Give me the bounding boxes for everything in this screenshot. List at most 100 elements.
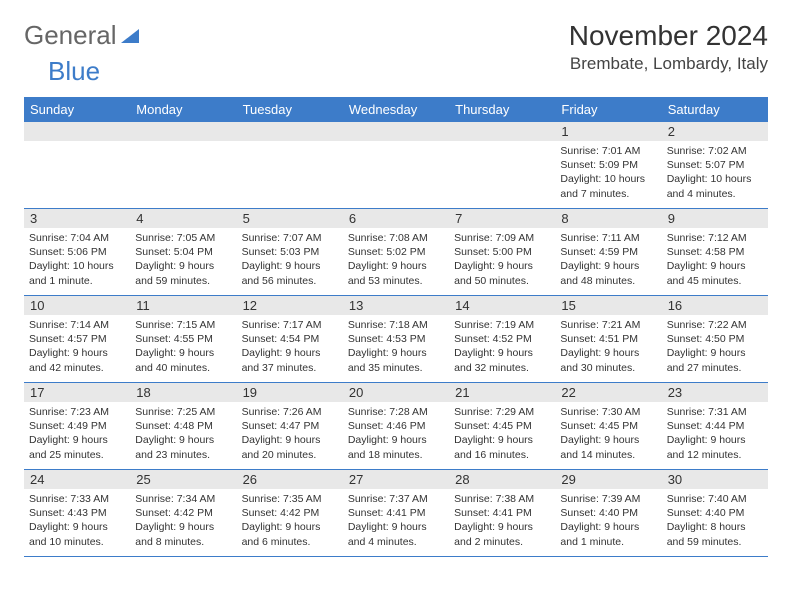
sunset-line: Sunset: 4:53 PM	[348, 332, 444, 346]
sunset-line: Sunset: 4:55 PM	[135, 332, 231, 346]
sunset-line: Sunset: 5:03 PM	[242, 245, 338, 259]
day-number: 24	[24, 470, 130, 489]
daylight-line: Daylight: 9 hours and 48 minutes.	[560, 259, 656, 287]
sunset-line: Sunset: 4:54 PM	[242, 332, 338, 346]
daylight-line: Daylight: 9 hours and 30 minutes.	[560, 346, 656, 374]
sunset-line: Sunset: 4:51 PM	[560, 332, 656, 346]
day-details: Sunrise: 7:09 AMSunset: 5:00 PMDaylight:…	[449, 228, 555, 291]
sunset-line: Sunset: 5:04 PM	[135, 245, 231, 259]
sunrise-line: Sunrise: 7:14 AM	[29, 318, 125, 332]
sunrise-line: Sunrise: 7:08 AM	[348, 231, 444, 245]
day-cell: 30Sunrise: 7:40 AMSunset: 4:40 PMDayligh…	[662, 470, 768, 556]
sunset-line: Sunset: 4:59 PM	[560, 245, 656, 259]
sunset-line: Sunset: 4:46 PM	[348, 419, 444, 433]
day-number: 1	[555, 122, 661, 141]
sunset-line: Sunset: 4:41 PM	[348, 506, 444, 520]
day-cell: 21Sunrise: 7:29 AMSunset: 4:45 PMDayligh…	[449, 383, 555, 469]
daylight-line: Daylight: 9 hours and 16 minutes.	[454, 433, 550, 461]
sunrise-line: Sunrise: 7:34 AM	[135, 492, 231, 506]
daylight-line: Daylight: 9 hours and 42 minutes.	[29, 346, 125, 374]
sunset-line: Sunset: 5:07 PM	[667, 158, 763, 172]
day-number: 9	[662, 209, 768, 228]
day-cell	[449, 122, 555, 208]
day-cell: 4Sunrise: 7:05 AMSunset: 5:04 PMDaylight…	[130, 209, 236, 295]
day-number: 28	[449, 470, 555, 489]
sunset-line: Sunset: 4:50 PM	[667, 332, 763, 346]
daylight-line: Daylight: 8 hours and 59 minutes.	[667, 520, 763, 548]
day-details: Sunrise: 7:33 AMSunset: 4:43 PMDaylight:…	[24, 489, 130, 552]
weekday-header: Monday	[130, 98, 236, 121]
day-details: Sunrise: 7:35 AMSunset: 4:42 PMDaylight:…	[237, 489, 343, 552]
sunset-line: Sunset: 4:40 PM	[667, 506, 763, 520]
sunrise-line: Sunrise: 7:21 AM	[560, 318, 656, 332]
daylight-line: Daylight: 9 hours and 45 minutes.	[667, 259, 763, 287]
sunrise-line: Sunrise: 7:26 AM	[242, 405, 338, 419]
sunrise-line: Sunrise: 7:29 AM	[454, 405, 550, 419]
calendar-week-row: 1Sunrise: 7:01 AMSunset: 5:09 PMDaylight…	[24, 121, 768, 208]
day-number: 15	[555, 296, 661, 315]
daylight-line: Daylight: 9 hours and 56 minutes.	[242, 259, 338, 287]
sunrise-line: Sunrise: 7:38 AM	[454, 492, 550, 506]
daylight-line: Daylight: 9 hours and 23 minutes.	[135, 433, 231, 461]
logo-text-2: Blue	[48, 56, 100, 86]
day-details: Sunrise: 7:28 AMSunset: 4:46 PMDaylight:…	[343, 402, 449, 465]
sunset-line: Sunset: 4:43 PM	[29, 506, 125, 520]
day-number: 13	[343, 296, 449, 315]
daylight-line: Daylight: 9 hours and 14 minutes.	[560, 433, 656, 461]
day-number	[343, 122, 449, 141]
day-cell: 15Sunrise: 7:21 AMSunset: 4:51 PMDayligh…	[555, 296, 661, 382]
day-details: Sunrise: 7:08 AMSunset: 5:02 PMDaylight:…	[343, 228, 449, 291]
day-cell: 28Sunrise: 7:38 AMSunset: 4:41 PMDayligh…	[449, 470, 555, 556]
day-details: Sunrise: 7:30 AMSunset: 4:45 PMDaylight:…	[555, 402, 661, 465]
sunrise-line: Sunrise: 7:11 AM	[560, 231, 656, 245]
daylight-line: Daylight: 9 hours and 50 minutes.	[454, 259, 550, 287]
day-details: Sunrise: 7:22 AMSunset: 4:50 PMDaylight:…	[662, 315, 768, 378]
sunset-line: Sunset: 4:58 PM	[667, 245, 763, 259]
day-number: 18	[130, 383, 236, 402]
sunset-line: Sunset: 5:09 PM	[560, 158, 656, 172]
sunrise-line: Sunrise: 7:05 AM	[135, 231, 231, 245]
day-details: Sunrise: 7:05 AMSunset: 5:04 PMDaylight:…	[130, 228, 236, 291]
day-details: Sunrise: 7:40 AMSunset: 4:40 PMDaylight:…	[662, 489, 768, 552]
day-cell: 19Sunrise: 7:26 AMSunset: 4:47 PMDayligh…	[237, 383, 343, 469]
daylight-line: Daylight: 9 hours and 18 minutes.	[348, 433, 444, 461]
day-cell: 9Sunrise: 7:12 AMSunset: 4:58 PMDaylight…	[662, 209, 768, 295]
day-number: 3	[24, 209, 130, 228]
day-number	[24, 122, 130, 141]
sunset-line: Sunset: 4:48 PM	[135, 419, 231, 433]
day-details: Sunrise: 7:21 AMSunset: 4:51 PMDaylight:…	[555, 315, 661, 378]
day-number: 17	[24, 383, 130, 402]
sunrise-line: Sunrise: 7:17 AM	[242, 318, 338, 332]
day-details: Sunrise: 7:11 AMSunset: 4:59 PMDaylight:…	[555, 228, 661, 291]
sunrise-line: Sunrise: 7:33 AM	[29, 492, 125, 506]
day-number: 26	[237, 470, 343, 489]
day-cell: 26Sunrise: 7:35 AMSunset: 4:42 PMDayligh…	[237, 470, 343, 556]
day-details: Sunrise: 7:12 AMSunset: 4:58 PMDaylight:…	[662, 228, 768, 291]
day-number: 22	[555, 383, 661, 402]
day-cell: 16Sunrise: 7:22 AMSunset: 4:50 PMDayligh…	[662, 296, 768, 382]
day-details: Sunrise: 7:31 AMSunset: 4:44 PMDaylight:…	[662, 402, 768, 465]
sunset-line: Sunset: 5:06 PM	[29, 245, 125, 259]
daylight-line: Daylight: 9 hours and 40 minutes.	[135, 346, 231, 374]
day-details: Sunrise: 7:07 AMSunset: 5:03 PMDaylight:…	[237, 228, 343, 291]
weekday-header: Wednesday	[343, 98, 449, 121]
sunrise-line: Sunrise: 7:31 AM	[667, 405, 763, 419]
daylight-line: Daylight: 9 hours and 4 minutes.	[348, 520, 444, 548]
day-number: 20	[343, 383, 449, 402]
sunrise-line: Sunrise: 7:28 AM	[348, 405, 444, 419]
daylight-line: Daylight: 9 hours and 6 minutes.	[242, 520, 338, 548]
calendar-week-row: 24Sunrise: 7:33 AMSunset: 4:43 PMDayligh…	[24, 469, 768, 557]
day-cell: 10Sunrise: 7:14 AMSunset: 4:57 PMDayligh…	[24, 296, 130, 382]
sunset-line: Sunset: 4:41 PM	[454, 506, 550, 520]
sunrise-line: Sunrise: 7:40 AM	[667, 492, 763, 506]
daylight-line: Daylight: 9 hours and 10 minutes.	[29, 520, 125, 548]
day-cell: 18Sunrise: 7:25 AMSunset: 4:48 PMDayligh…	[130, 383, 236, 469]
day-cell: 11Sunrise: 7:15 AMSunset: 4:55 PMDayligh…	[130, 296, 236, 382]
day-cell	[343, 122, 449, 208]
day-number	[449, 122, 555, 141]
daylight-line: Daylight: 9 hours and 8 minutes.	[135, 520, 231, 548]
day-number: 16	[662, 296, 768, 315]
sunset-line: Sunset: 4:57 PM	[29, 332, 125, 346]
calendar-week-row: 10Sunrise: 7:14 AMSunset: 4:57 PMDayligh…	[24, 295, 768, 382]
logo-sail-icon	[121, 29, 139, 43]
